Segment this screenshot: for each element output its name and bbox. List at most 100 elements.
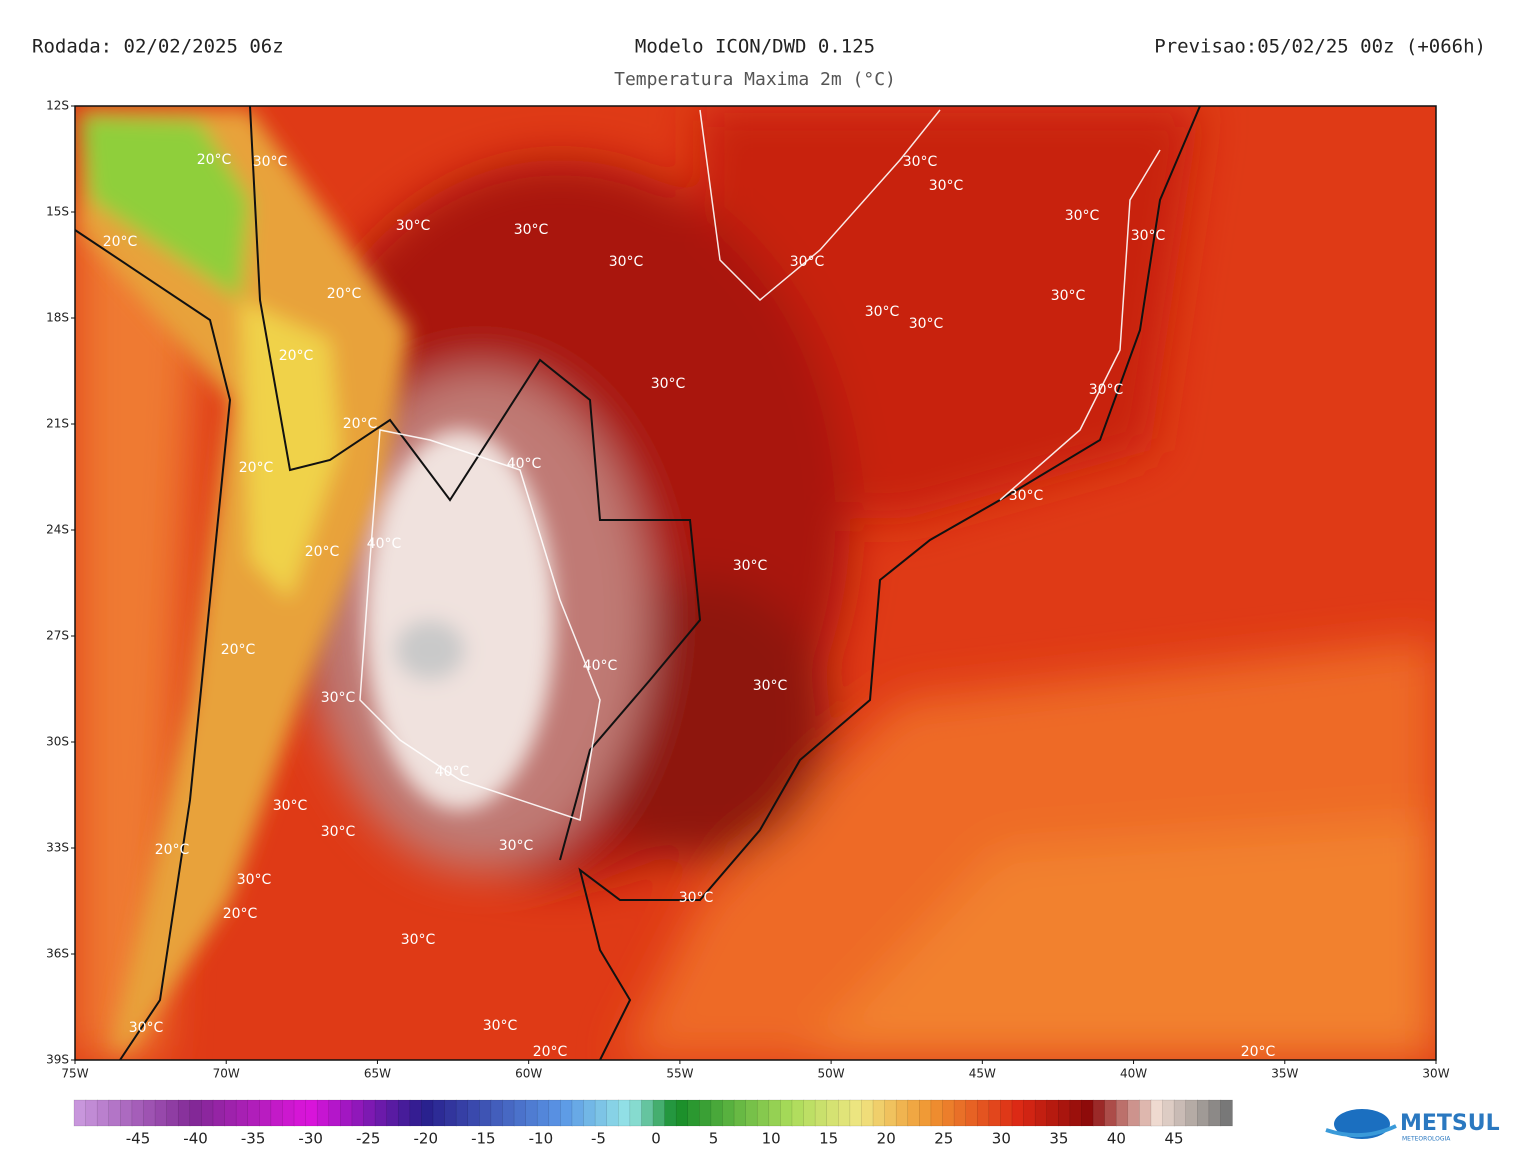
colorbar-cell [1034, 1099, 1048, 1127]
colorbar-cell [212, 1099, 226, 1127]
contour-label: 20°C [197, 152, 232, 168]
logo-tagline: METEOROLOGIA [1402, 1136, 1451, 1143]
colorbar-cell [293, 1099, 307, 1127]
map-frame [74, 105, 1437, 1061]
colorbar-cell [1046, 1099, 1060, 1127]
subtitle: Temperatura Maxima 2m (°C) [614, 69, 896, 90]
colorbar-cell [618, 1099, 631, 1127]
colorbar-label: -10 [529, 1130, 554, 1148]
colorbar-cell [143, 1099, 156, 1127]
colorbar-cell [525, 1099, 538, 1127]
lon-label: 55W [666, 1067, 693, 1081]
colorbar-label: 40 [1107, 1130, 1126, 1148]
colorbar-cell [409, 1099, 423, 1127]
colorbar-cell [1081, 1099, 1094, 1127]
lat-label: 39S [46, 1053, 69, 1067]
colorbar-label: 10 [762, 1130, 781, 1148]
contour-label: 20°C [305, 544, 340, 560]
colorbar-cell [838, 1099, 851, 1127]
colorbar-cell [641, 1099, 654, 1127]
colorbar-cell [502, 1099, 515, 1127]
colorbar-cell [629, 1099, 643, 1127]
contour-label: 30°C [929, 178, 964, 194]
colorbar-cell [814, 1099, 828, 1127]
colorbar-cell [919, 1099, 932, 1127]
lon-label: 60W [515, 1067, 542, 1081]
colorbar-cell [73, 1099, 87, 1127]
colorbar-cell [756, 1099, 770, 1127]
colorbar-cell [1104, 1099, 1117, 1127]
colorbar-cell [235, 1099, 249, 1127]
colorbar-cell [340, 1099, 353, 1127]
colorbar-label: 35 [1049, 1130, 1068, 1148]
colorbar-cell [861, 1099, 874, 1127]
lat-label: 36S [46, 947, 69, 961]
lon-label: 35W [1271, 1067, 1298, 1081]
colorbar-cell [490, 1099, 504, 1127]
colorbar-cell [675, 1099, 689, 1127]
colorbar-cell [96, 1099, 110, 1127]
colorbar-cell [1127, 1099, 1141, 1127]
colorbar-cell [467, 1099, 481, 1127]
contour-label: 30°C [321, 824, 356, 840]
colorbar-cell [1208, 1099, 1222, 1127]
colorbar-cell [351, 1099, 365, 1127]
lon-label: 65W [364, 1067, 391, 1081]
colorbar-cell [780, 1099, 793, 1127]
colorbar-cell [177, 1099, 191, 1127]
contour-label: 30°C [396, 218, 431, 234]
colorbar-cell [606, 1099, 620, 1127]
colorbar-cell [1185, 1099, 1199, 1127]
colorbar-label: -40 [183, 1130, 208, 1148]
forecast-label: Previsao:05/02/25 00z (+066h) [1154, 36, 1486, 58]
colorbar-cell [1011, 1099, 1025, 1127]
colorbar-cell [1023, 1099, 1036, 1127]
contour-label: 20°C [155, 842, 190, 858]
colorbar-cell [305, 1099, 318, 1127]
contour-label: 40°C [583, 658, 618, 674]
contour-label: 30°C [321, 690, 356, 706]
contour-label: 20°C [343, 416, 378, 432]
logo-name: METSUL [1400, 1111, 1500, 1136]
colorbar-cell [432, 1099, 446, 1127]
colorbar-cell [455, 1099, 469, 1127]
colorbar-cell [247, 1099, 261, 1127]
colorbar-cell [1162, 1099, 1175, 1127]
contour-label: 20°C [327, 286, 362, 302]
colorbar-cell [386, 1099, 399, 1127]
colorbar-label: 30 [992, 1130, 1011, 1148]
colorbar-cell [548, 1099, 562, 1127]
contour-label: 20°C [279, 348, 314, 364]
colorbar-label: -25 [356, 1130, 381, 1148]
lat-label: 30S [46, 735, 69, 749]
colorbar-label: -15 [471, 1130, 496, 1148]
colorbar-cell [884, 1099, 897, 1127]
run-label: Rodada: 02/02/2025 06z [32, 36, 284, 58]
colorbar-cell [687, 1099, 701, 1127]
colorbar-cell [270, 1099, 284, 1127]
contour-label: 30°C [129, 1020, 164, 1036]
colorbar-cell [536, 1099, 550, 1127]
colorbar-cell [166, 1099, 179, 1127]
colorbar-cell [85, 1099, 98, 1127]
contour-label: 30°C [401, 932, 436, 948]
colorbar-cell [699, 1099, 712, 1127]
colorbar-cell [120, 1099, 133, 1127]
contour-label: 30°C [514, 222, 549, 238]
contour-label: 40°C [507, 456, 542, 472]
colorbar-cell [745, 1099, 758, 1127]
colorbar-cell [224, 1099, 237, 1127]
contour-label: 30°C [1051, 288, 1086, 304]
contour-label: 30°C [903, 154, 938, 170]
colorbar-cell [1197, 1099, 1210, 1127]
colorbar-cell [583, 1099, 596, 1127]
colorbar-cell [189, 1099, 203, 1127]
contour-label: 20°C [533, 1044, 568, 1060]
contour-label: 30°C [483, 1018, 518, 1034]
colorbar-cell [374, 1099, 388, 1127]
contour-label: 30°C [1131, 228, 1166, 244]
lon-label: 50W [818, 1067, 845, 1081]
colorbar-cell [965, 1099, 978, 1127]
colorbar-label: -30 [298, 1130, 323, 1148]
lat-label: 27S [46, 629, 69, 643]
